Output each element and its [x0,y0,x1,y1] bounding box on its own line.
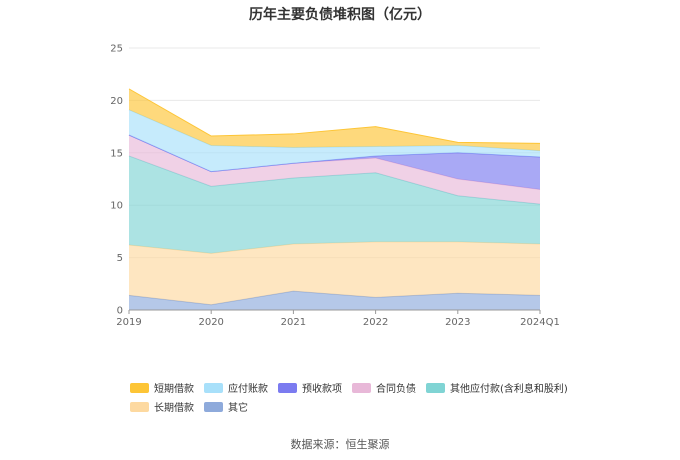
legend-label: 预收款项 [302,384,342,395]
y-tick-label: 0 [117,306,123,317]
legend-label: 其他应付款(含利息和股利) [450,384,568,395]
data-source: 数据来源：恒生聚源 [290,438,390,451]
y-tick-label: 10 [110,201,123,212]
legend-swatch [204,382,223,393]
legend-swatch [352,382,371,393]
legend-item[interactable]: 应付账款 [204,380,268,395]
x-tick-label: 2023 [445,317,470,328]
x-tick-label: 2022 [363,317,388,328]
area-3 [129,155,540,254]
legend-label: 合同负债 [376,384,416,395]
legend-swatch [130,401,149,412]
stacked-area-chart: 2019 2020 2021 2022 2023 2024Q1 0 5 10 15 20 25 [110,44,560,329]
area-4 [129,134,540,205]
legend-row: 长期借款 其它 [130,398,590,415]
legend-label: 长期借款 [154,403,194,414]
legend-label: 应付账款 [228,384,268,395]
area-line-7 [128,88,541,144]
legend-item[interactable]: 预收款项 [278,380,342,395]
x-tick-label: 2019 [116,317,141,328]
y-tick-label: 5 [117,253,123,264]
legend-item[interactable]: 合同负债 [352,380,416,395]
chart-title: 历年主要负债堆积图（亿元） [249,7,431,23]
legend-item[interactable]: 短期借款 [130,380,194,395]
legend: 短期借款 应付账款 预收款项 合同负债 其他应付款(含利息和股利) 长期借款 其它 [130,379,590,417]
legend-row: 短期借款 应付账款 预收款项 合同负债 其他应付款(含利息和股利) [130,379,590,396]
area-5 [129,134,540,190]
area-7 [129,88,540,151]
area-1 [129,291,540,310]
legend-item[interactable]: 其它 [204,399,248,414]
legend-swatch [130,382,149,393]
legend-swatch [204,401,223,412]
area-2 [129,241,540,305]
legend-swatch [426,382,445,393]
x-tick-label: 2021 [281,317,306,328]
legend-item[interactable]: 长期借款 [130,399,194,414]
x-tick-label: 2020 [198,317,223,328]
area-6 [129,109,540,172]
legend-label: 其它 [228,403,248,414]
legend-label: 短期借款 [154,384,194,395]
x-tick-label: 2024Q1 [520,317,560,328]
area-series [128,88,541,310]
x-axis: 2019 2020 2021 2022 2023 2024Q1 [116,309,560,328]
y-tick-label: 25 [110,44,123,55]
y-axis: 0 5 10 15 20 25 [110,44,123,317]
legend-swatch [278,382,297,393]
y-tick-label: 15 [110,148,123,159]
y-tick-label: 20 [110,96,123,107]
legend-item[interactable]: 其他应付款(含利息和股利) [426,380,568,395]
